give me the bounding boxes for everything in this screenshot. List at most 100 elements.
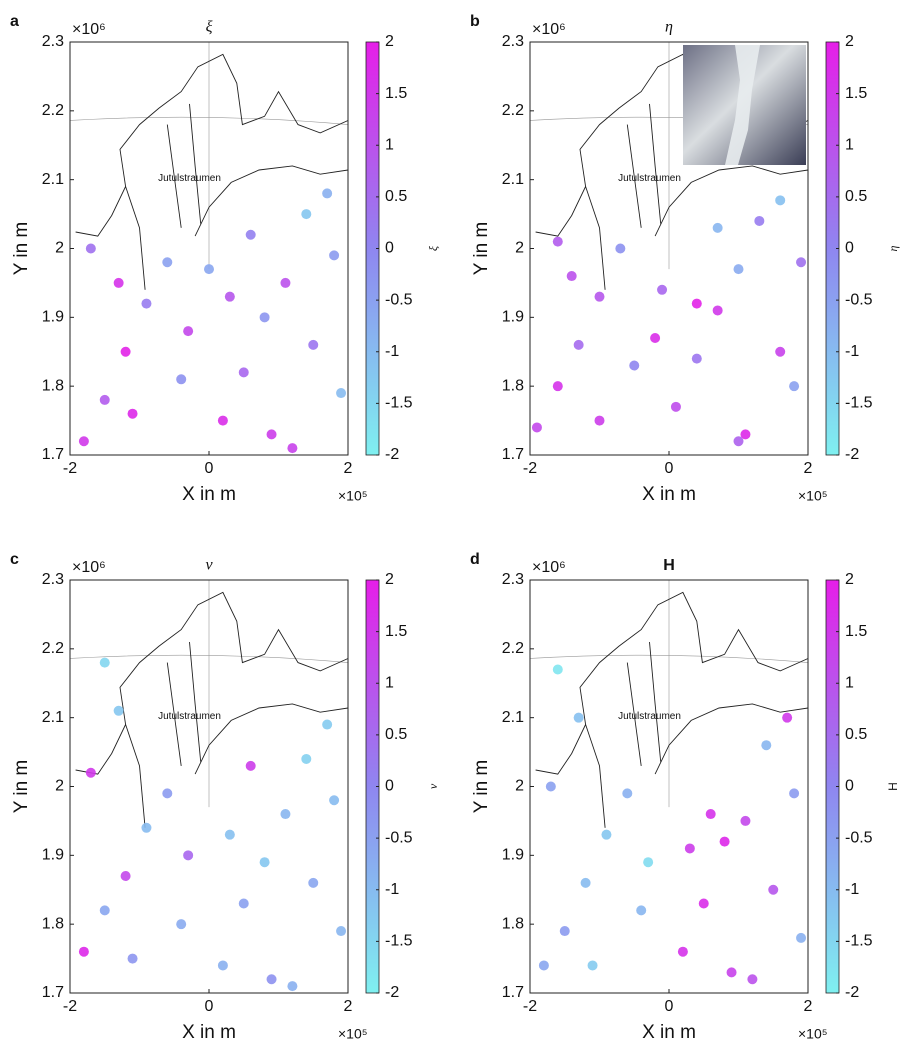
colorbar-tick-label: -1 — [385, 343, 399, 360]
y-tick-label: 1.7 — [502, 984, 524, 1001]
data-point — [691, 353, 702, 364]
data-point — [615, 243, 626, 254]
y-tick-label: 2.2 — [42, 640, 64, 657]
y-axis-label: Y in m — [11, 760, 32, 814]
y-tick-label: 2 — [55, 778, 64, 795]
y-scale-label: ×10⁶ — [72, 21, 106, 38]
panel: Jutulstraumen 1.7 1.8 1.9 2 2.1 2.2 2.3 -2 0 2 c ×10… — [10, 551, 440, 1043]
data-point — [259, 857, 270, 868]
x-tick-label: 0 — [205, 460, 214, 477]
y-tick-label: 1.9 — [502, 847, 524, 864]
data-point — [768, 884, 779, 895]
data-point — [266, 429, 277, 440]
x-tick-label: 0 — [665, 998, 674, 1015]
data-point — [176, 374, 187, 385]
y-tick-label: 1.9 — [502, 309, 524, 326]
data-point — [127, 953, 138, 964]
x-scale-label: ×10⁵ — [798, 1026, 828, 1042]
data-point — [204, 264, 214, 275]
x-axis-label: X in m — [642, 1022, 696, 1043]
panel-label: b — [470, 13, 480, 30]
chart-title: η — [665, 19, 673, 36]
data-point — [301, 753, 312, 764]
colorbar-tick-label: 0 — [845, 778, 854, 795]
y-tick-label: 2.1 — [42, 709, 64, 726]
colorbar-tick-label: -2 — [385, 446, 399, 463]
panel-label: c — [10, 551, 19, 568]
data-point — [85, 767, 96, 778]
y-tick-label: 2.3 — [502, 571, 524, 588]
colorbar-tick-label: 1.5 — [845, 85, 867, 102]
data-point — [573, 712, 584, 723]
colorbar-tick-label: -1.5 — [845, 933, 873, 950]
panel: Jutulstraumen 1.7 1.8 1.9 2 2.1 2.2 2.3 -2 0 2 d ×10… — [470, 551, 900, 1043]
data-point — [559, 926, 570, 937]
data-point — [726, 967, 737, 978]
colorbar-tick-label: 0 — [385, 778, 394, 795]
data-point — [224, 829, 235, 840]
data-point — [601, 829, 612, 840]
colorbar-tick-label: -2 — [385, 984, 399, 1001]
colorbar-tick-label: 0 — [845, 240, 854, 257]
colorbar-tick-label: 0.5 — [385, 726, 407, 743]
y-tick-label: 2.2 — [42, 102, 64, 119]
data-point — [712, 222, 723, 233]
data-point — [329, 795, 340, 806]
y-tick-label: 1.8 — [42, 377, 64, 394]
colorbar-tick-label: -0.5 — [845, 829, 873, 846]
colorbar-tick-label: 1.5 — [385, 623, 407, 640]
colorbar-tick-label: 2 — [385, 33, 394, 50]
y-tick-label: 1.9 — [42, 309, 64, 326]
data-point — [733, 264, 744, 275]
data-point — [78, 946, 89, 957]
data-point — [650, 332, 661, 343]
x-scale-label: ×10⁵ — [338, 488, 368, 504]
data-point — [733, 436, 744, 447]
x-scale-label: ×10⁵ — [798, 488, 828, 504]
data-point — [691, 298, 702, 309]
data-point — [287, 443, 298, 454]
y-axis-label: Y in m — [11, 222, 32, 276]
x-tick-label: -2 — [63, 998, 77, 1015]
data-point — [719, 836, 730, 847]
chart-title: ξ — [206, 19, 213, 36]
data-point — [789, 788, 800, 799]
colorbar-tick-label: 1 — [385, 674, 394, 691]
colorbar-tick-label: 0 — [385, 240, 394, 257]
panel: Jutulstraumen 1.7 1.8 1.9 2 2.1 2.2 2.3 -2 0 2 a ×10… — [10, 13, 440, 505]
data-point — [712, 305, 723, 316]
data-point — [684, 843, 695, 854]
x-axis-label: X in m — [182, 484, 236, 505]
colorbar-tick-label: 1 — [385, 136, 394, 153]
data-point — [796, 932, 807, 943]
data-point — [183, 850, 194, 861]
coastline — [75, 53, 349, 290]
data-point — [162, 788, 173, 799]
data-point — [698, 898, 709, 909]
annotation: Jutulstraumen — [618, 173, 681, 184]
panel-label: a — [10, 13, 19, 30]
colorbar-tick-label: 0.5 — [845, 726, 867, 743]
colorbar-tick-label: -2 — [845, 446, 859, 463]
y-tick-label: 2 — [55, 240, 64, 257]
data-point — [552, 664, 563, 675]
x-axis-label: X in m — [182, 1022, 236, 1043]
data-point — [238, 898, 249, 909]
colorbar-tick-label: -1 — [845, 343, 859, 360]
colorbar-tick-label: -0.5 — [845, 291, 873, 308]
data-point — [287, 981, 298, 992]
colorbar-tick-label: 1 — [845, 136, 854, 153]
data-point — [308, 339, 319, 350]
data-point — [280, 809, 291, 820]
x-tick-label: -2 — [63, 460, 77, 477]
y-tick-label: 2.2 — [502, 102, 524, 119]
data-point — [705, 809, 716, 820]
y-tick-label: 1.9 — [42, 847, 64, 864]
y-axis-label: Y in m — [471, 222, 492, 276]
data-point — [775, 195, 786, 206]
data-point — [113, 705, 124, 716]
x-tick-label: -2 — [523, 998, 537, 1015]
colorbar-tick-label: -1 — [845, 881, 859, 898]
colorbar-tick-label: -1.5 — [385, 395, 413, 412]
data-point — [217, 960, 228, 971]
